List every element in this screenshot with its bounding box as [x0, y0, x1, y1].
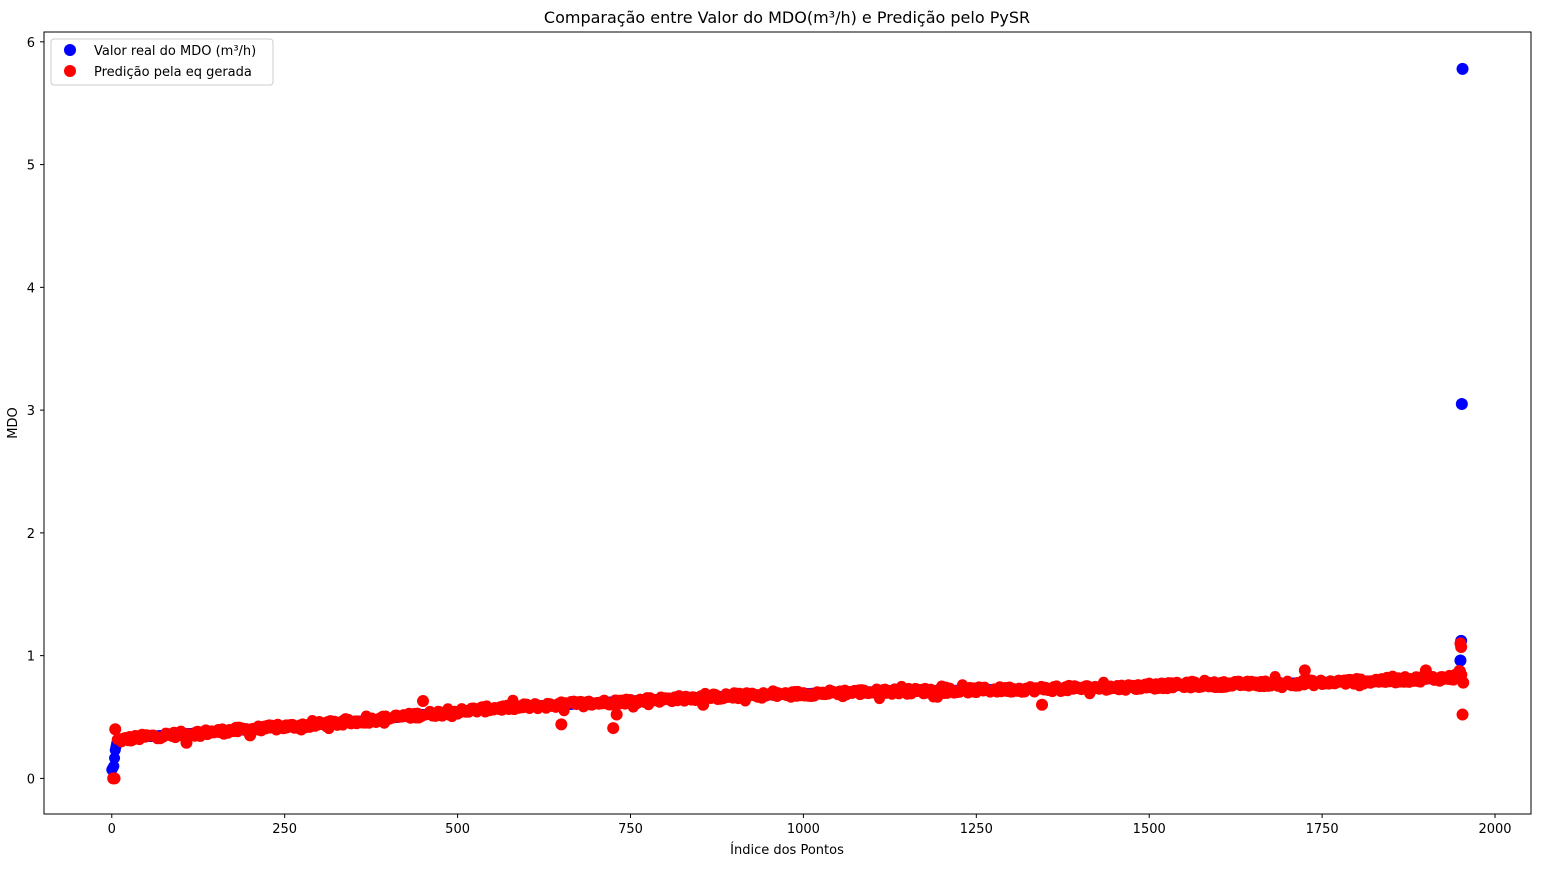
- y-axis-label: MDO: [6, 407, 21, 438]
- legend-marker-real: [64, 44, 76, 56]
- x-tick-label: 0: [108, 822, 116, 837]
- data-point-real: [1456, 62, 1469, 75]
- data-point-pred: [555, 718, 568, 731]
- data-point-real: [1455, 397, 1468, 410]
- x-tick-label: 1250: [960, 822, 993, 837]
- data-point-real: [108, 760, 120, 772]
- legend-label-real: Valor real do MDO (m³/h): [94, 44, 256, 59]
- data-point-real: [109, 752, 121, 764]
- x-axis: 0 250 500 750 1000 1250 1500 1750 2000: [108, 814, 1512, 837]
- data-point-pred: [607, 722, 620, 735]
- x-tick-label: 2000: [1478, 822, 1511, 837]
- x-tick-label: 250: [272, 822, 297, 837]
- data-point-pred: [109, 723, 122, 736]
- y-tick-label: 5: [27, 159, 35, 174]
- y-tick-label: 3: [27, 404, 35, 419]
- data-point-pred: [1036, 698, 1049, 711]
- y-tick-label: 0: [27, 772, 35, 787]
- y-tick-label: 2: [27, 527, 35, 542]
- legend: Valor real do MDO (m³/h) Predição pela e…: [50, 38, 274, 86]
- data-point-pred: [1455, 641, 1468, 654]
- data-point-pred: [108, 772, 121, 785]
- data-point-pred: [180, 736, 193, 749]
- data-point-pred: [1456, 708, 1469, 721]
- plot-frame: [43, 31, 1532, 815]
- data-point-pred: [836, 690, 849, 703]
- data-point-pred: [417, 695, 430, 708]
- data-point-pred: [610, 708, 623, 721]
- plot-points: [106, 62, 1470, 785]
- x-tick-label: 1750: [1306, 822, 1339, 837]
- x-tick-label: 1500: [1133, 822, 1166, 837]
- y-tick-label: 4: [27, 281, 35, 296]
- data-point-pred: [1457, 676, 1470, 689]
- data-point-pred: [697, 698, 710, 711]
- x-axis-label: Índice dos Pontos: [730, 842, 844, 858]
- x-tick-label: 1000: [787, 822, 820, 837]
- y-tick-label: 6: [27, 36, 35, 51]
- data-point-pred: [1298, 664, 1311, 677]
- legend-marker-pred: [64, 65, 76, 77]
- data-point-real: [1454, 654, 1467, 667]
- data-point-pred: [244, 729, 257, 742]
- x-tick-label: 750: [618, 822, 643, 837]
- y-tick-label: 1: [27, 650, 35, 665]
- data-point-pred: [1419, 664, 1432, 677]
- x-tick-label: 500: [445, 822, 470, 837]
- legend-box: [50, 38, 274, 86]
- chart-title: Comparação entre Valor do MDO(m³/h) e Pr…: [544, 8, 1030, 27]
- legend-label-pred: Predição pela eq gerada: [94, 65, 252, 80]
- y-axis: 0 1 2 3 4 5 6: [27, 36, 44, 787]
